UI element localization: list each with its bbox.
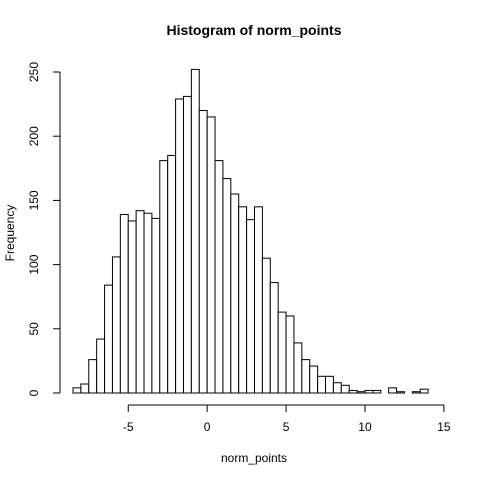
histogram-bar xyxy=(246,219,256,394)
histogram-bar xyxy=(396,391,405,394)
histogram-bar xyxy=(411,391,421,394)
histogram-bar xyxy=(388,387,398,394)
histogram-bar xyxy=(167,154,177,394)
histogram-bar xyxy=(277,311,287,394)
histogram-bar xyxy=(293,342,303,394)
y-tick-label: 150 xyxy=(27,190,41,210)
histogram-bar xyxy=(348,389,358,394)
histogram-bar xyxy=(372,389,382,394)
y-tick-label: 250 xyxy=(27,62,41,82)
histogram-bar xyxy=(104,284,113,394)
histogram-bar xyxy=(182,95,192,394)
histogram-bar xyxy=(269,282,279,394)
histogram-bar xyxy=(340,384,350,394)
histogram-bar xyxy=(214,160,224,394)
histogram-bar xyxy=(159,160,169,394)
histogram-bar xyxy=(317,375,327,394)
histogram-bar xyxy=(190,68,200,394)
histogram-bar xyxy=(254,206,263,394)
histogram-bar xyxy=(364,389,374,394)
histogram-bar xyxy=(230,193,240,394)
histogram-bar xyxy=(285,315,295,394)
histogram-bar xyxy=(419,388,429,394)
histogram-bar xyxy=(72,387,82,394)
histogram-bar xyxy=(88,359,98,394)
histogram-bar xyxy=(301,359,311,394)
histogram-bar xyxy=(127,220,137,394)
y-axis: 0 50 100 150 200 250 xyxy=(27,62,61,396)
y-tick-label: 200 xyxy=(27,126,41,146)
histogram-bar xyxy=(309,365,319,394)
y-tick-label: 0 xyxy=(27,389,41,396)
x-axis-label: norm_points xyxy=(221,451,287,465)
bars-group xyxy=(72,68,429,394)
histogram-bar xyxy=(175,98,184,394)
histogram-bar xyxy=(96,338,106,394)
x-axis: -5 0 5 10 15 xyxy=(123,404,451,434)
histogram-bar xyxy=(261,257,271,394)
x-tick-label: 10 xyxy=(358,420,372,434)
histogram-bar xyxy=(356,391,366,394)
histogram-bar xyxy=(325,375,334,394)
x-tick-label: -5 xyxy=(123,420,134,434)
histogram-bar xyxy=(135,210,145,394)
histogram-bar xyxy=(151,217,161,394)
x-tick-label: 0 xyxy=(204,420,211,434)
histogram-bar xyxy=(332,382,342,394)
x-tick-label: 5 xyxy=(283,420,290,434)
histogram-bar xyxy=(222,178,232,394)
histogram-bar xyxy=(119,214,129,394)
histogram-bar xyxy=(206,116,216,394)
histogram-bar xyxy=(198,110,208,394)
y-tick-label: 50 xyxy=(27,322,41,336)
y-tick-label: 100 xyxy=(27,254,41,274)
histogram-bar xyxy=(111,256,121,394)
chart-title: Histogram of norm_points xyxy=(166,22,341,38)
histogram-bar xyxy=(143,212,153,394)
y-axis-label: Frequency xyxy=(3,205,17,262)
histogram-bar xyxy=(238,206,248,394)
histogram-bar xyxy=(80,383,90,394)
x-tick-label: 15 xyxy=(437,420,451,434)
